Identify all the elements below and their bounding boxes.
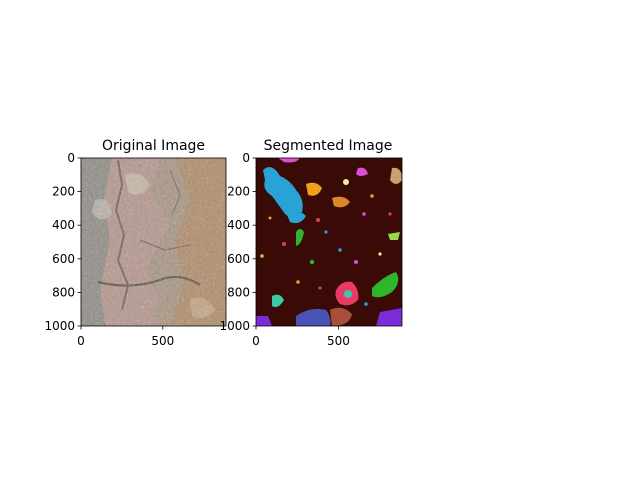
x-tick-label: 500 (151, 334, 174, 348)
segment-region (343, 179, 349, 185)
y-tick-label: 400 (227, 218, 250, 232)
segment-region (330, 307, 352, 326)
segment-region (356, 167, 368, 176)
segment-region (388, 232, 400, 240)
segment-region (318, 286, 322, 290)
segmented-image-title: Segmented Image (264, 138, 393, 154)
segment-region (378, 252, 382, 256)
segment-region (362, 212, 366, 216)
segment-region (324, 230, 328, 234)
original-image (81, 158, 226, 326)
segmented-image-frame (255, 157, 403, 327)
segment-region (282, 242, 286, 246)
original-image-panel: Original Image (44, 138, 227, 348)
y-tick-label: 1000 (44, 319, 75, 333)
segment-region (388, 212, 392, 216)
y-tick-label: 0 (67, 151, 75, 165)
y-tick-label: 200 (52, 185, 75, 199)
segment-region (260, 254, 264, 258)
x-tick-label: 0 (252, 334, 260, 348)
segment-region (263, 167, 303, 218)
original-image-frame (80, 157, 227, 327)
segment-region (309, 259, 315, 265)
y-tick-label: 0 (242, 151, 250, 165)
segmented-image-panel: Segmented Image (219, 138, 403, 348)
segment-region (306, 182, 322, 196)
segmented-image-y-axis: 0 200 400 600 800 1000 (219, 151, 256, 333)
segment-region (296, 229, 304, 246)
segment-region (344, 290, 352, 298)
y-tick-label: 400 (52, 218, 75, 232)
segment-region (256, 316, 272, 326)
original-image-title: Original Image (102, 138, 205, 154)
x-tick-label: 500 (327, 334, 350, 348)
original-image-y-axis: 0 200 400 600 800 1000 (44, 151, 81, 333)
segment-region (372, 272, 399, 298)
segment-region (370, 194, 374, 198)
terrain-texture (81, 158, 226, 326)
y-tick-label: 600 (227, 252, 250, 266)
segment-region (354, 260, 358, 264)
y-tick-label: 800 (227, 285, 250, 299)
segment-region (364, 302, 368, 306)
segment-region (332, 196, 350, 208)
segment-region (268, 216, 272, 220)
segment-region (278, 158, 300, 163)
y-tick-label: 600 (52, 252, 75, 266)
y-tick-label: 200 (227, 185, 250, 199)
segment-region (296, 280, 300, 284)
segment-region (285, 209, 306, 224)
y-tick-label: 800 (52, 285, 75, 299)
segment-region (316, 218, 320, 222)
segment-region (272, 294, 284, 308)
segment-region (390, 167, 402, 184)
segment-region (376, 308, 402, 326)
segment-region (296, 308, 331, 326)
x-tick-label: 0 (77, 334, 85, 348)
segmented-image-x-axis: 0 500 (252, 326, 350, 348)
segmented-image (256, 158, 402, 326)
y-tick-label: 1000 (219, 319, 250, 333)
original-image-x-axis: 0 500 (77, 326, 174, 348)
segment-region (338, 248, 342, 252)
